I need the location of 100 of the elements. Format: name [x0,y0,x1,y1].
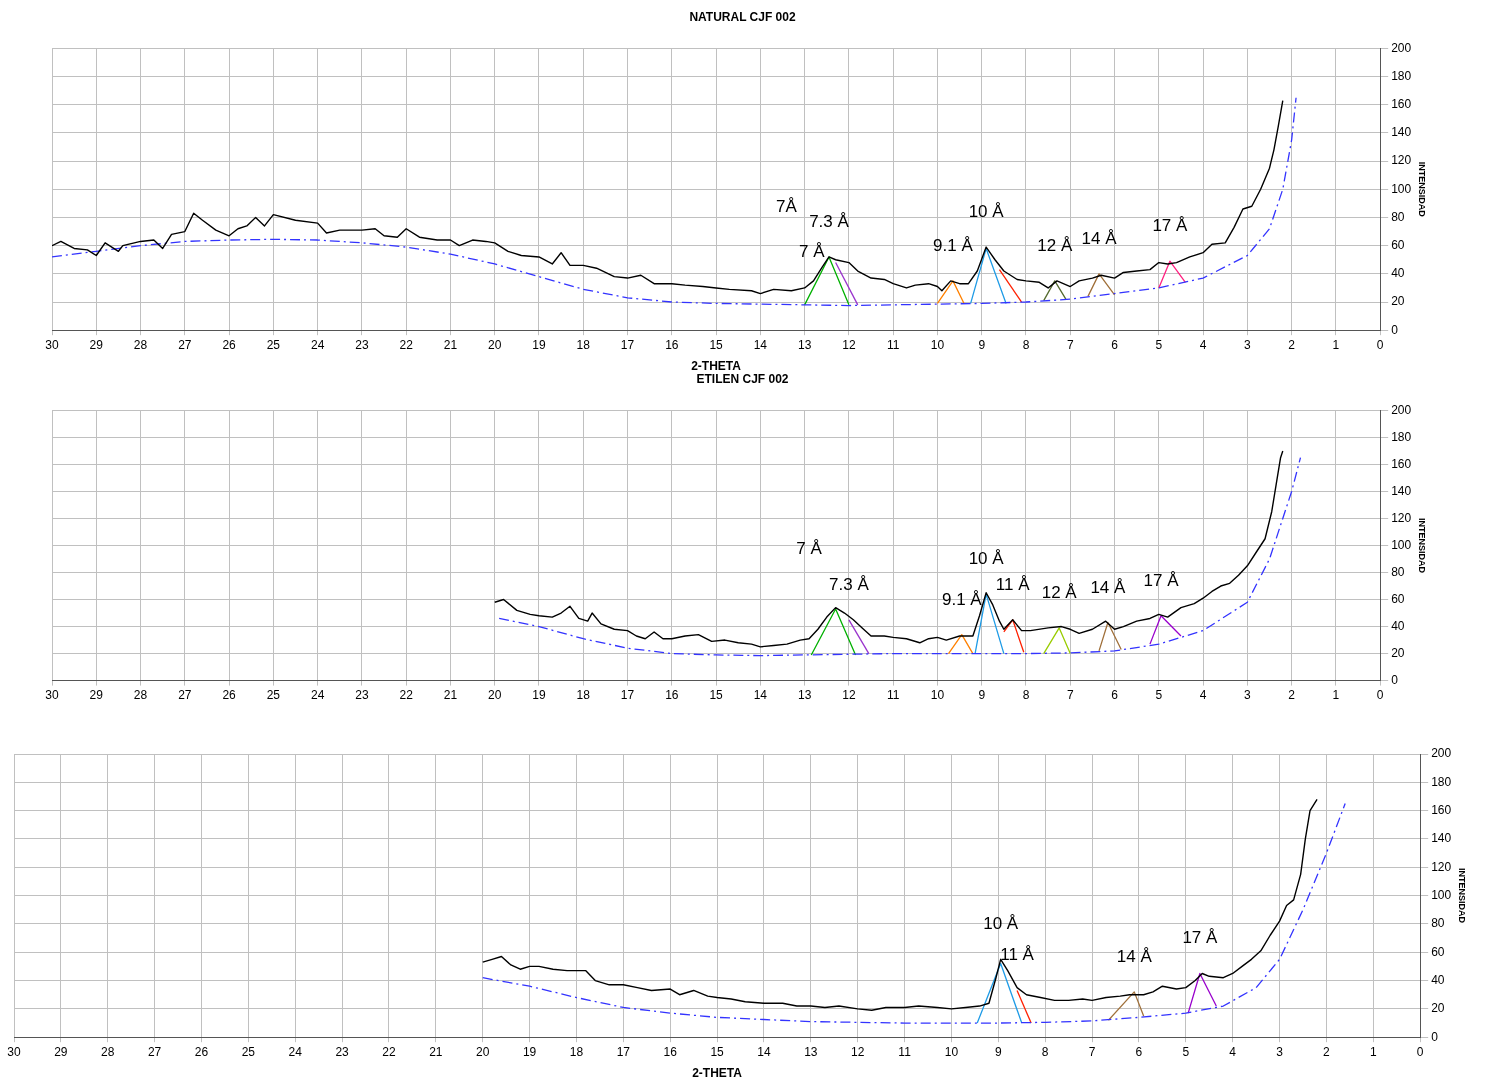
y-tick-label: 40 [1391,266,1405,281]
y-tick-label: 40 [1391,618,1405,633]
annotation: 10 Å [968,202,1005,222]
x-tick-label: 14 [753,688,768,703]
x-tick-label: 11 [886,337,900,352]
y-tick-label: 100 [1391,181,1412,196]
x-tick-label: 10 [944,1044,959,1059]
x-tick-label: 17 [616,1044,631,1059]
x-tick-label: 4 [1229,1044,1237,1059]
x-tick-label: 18 [569,1044,584,1059]
x-tick-label: 27 [147,1044,162,1059]
y-tick-label: 20 [1431,1001,1445,1016]
x-tick-label: 19 [522,1044,537,1059]
x-tick-label: 6 [1135,1044,1143,1059]
x-tick-label: 16 [665,337,679,352]
x-tick-label: 6 [1111,337,1119,352]
x-tick-label: 5 [1182,1044,1190,1059]
x-tick-label: 0 [1376,688,1384,703]
x-tick-label: 15 [709,337,724,352]
x-tick-label: 9 [978,337,986,352]
x-tick-label: 1 [1332,688,1340,703]
x-tick-label: 2 [1323,1044,1331,1059]
y-tick-label: 60 [1431,944,1445,959]
x-axis-title: 2-THETA [692,1066,743,1081]
annotation: 7.3 Å [829,574,870,594]
y-tick-label: 160 [1431,802,1452,817]
y-tick-label: 160 [1391,97,1412,112]
annotation: 11 Å [995,574,1031,594]
x-tick-label: 24 [288,1044,303,1059]
y-tick-label: 200 [1391,40,1412,55]
x-tick-label: 28 [101,1044,115,1059]
x-tick-label: 8 [1022,688,1030,703]
annotation: 10 Å [983,914,1019,934]
x-tick-label: 9 [978,688,986,703]
x-tick-label: 10 [930,337,945,352]
x-tick-label: 3 [1244,688,1252,703]
x-tick-label: 30 [45,337,59,352]
x-tick-label: 24 [310,688,325,703]
x-tick-label: 15 [710,1044,725,1059]
x-tick-label: 22 [399,337,414,352]
y-tick-label: 0 [1391,322,1399,337]
y-tick-label: 140 [1431,831,1452,846]
x-tick-label: 8 [1022,337,1030,352]
chart-title: ETILEN CJF 002 [696,371,789,386]
x-tick-label: 20 [488,688,502,703]
annotation: 7 Å [796,538,823,558]
y-tick-label: 200 [1431,746,1452,761]
x-tick-label: 13 [797,688,812,703]
x-tick-label: 2 [1288,337,1296,352]
x-tick-label: 12 [842,688,856,703]
x-tick-label: 19 [532,337,546,352]
y-tick-label: 140 [1391,483,1412,498]
annotation: 11 Å [1000,945,1035,965]
annotation: 12 Å [1037,235,1073,255]
x-tick-label: 26 [222,337,237,352]
y-tick-label: 180 [1431,774,1452,789]
x-tick-label: 1 [1332,337,1340,352]
x-tick-label: 0 [1416,1044,1424,1059]
x-tick-label: 11 [886,688,900,703]
y-tick-label: 120 [1391,153,1412,168]
y-tick-label: 40 [1431,972,1445,987]
annotation: 9.1 Å [933,235,974,255]
x-tick-label: 13 [804,1044,818,1059]
y-tick-label: 120 [1431,859,1452,874]
y-tick-label: 80 [1391,209,1405,224]
y-tick-label: 60 [1391,591,1405,606]
annotation: 7.3 Å [809,211,850,231]
x-tick-label: 24 [310,337,325,352]
x-tick-label: 2 [1288,688,1296,703]
annotation: 7Å [776,196,798,216]
y-tick-label: 0 [1391,672,1399,687]
annotation: 7 Å [798,241,826,261]
x-tick-label: 7 [1066,337,1074,352]
x-tick-label: 4 [1199,337,1207,352]
annotation: 12 Å [1041,582,1078,602]
x-tick-label: 27 [178,688,192,703]
x-tick-label: 16 [663,1044,678,1059]
x-tick-label: 22 [399,688,414,703]
y-tick-label: 140 [1391,125,1412,140]
x-tick-label: 12 [842,337,856,352]
x-tick-label: 11 [898,1044,912,1059]
x-tick-label: 18 [576,688,591,703]
x-tick-label: 1 [1369,1044,1377,1059]
x-tick-label: 26 [194,1044,209,1059]
y-tick-label: 200 [1391,402,1412,417]
y-axis-title: INTENSIDAD [1417,517,1428,574]
x-tick-label: 25 [266,337,281,352]
y-axis-title: INTENSIDAD [1457,868,1468,924]
x-tick-label: 26 [222,688,237,703]
x-tick-label: 14 [757,1044,771,1059]
x-tick-label: 5 [1155,337,1163,352]
x-tick-label: 21 [443,688,458,703]
x-tick-label: 27 [178,337,192,352]
x-tick-label: 13 [797,337,812,352]
x-tick-label: 15 [709,688,724,703]
x-tick-label: 17 [620,688,635,703]
y-tick-label: 20 [1391,294,1405,309]
chart-title: NATURAL CJF 002 [689,9,796,24]
x-tick-label: 4 [1199,688,1207,703]
x-tick-label: 3 [1276,1044,1284,1059]
